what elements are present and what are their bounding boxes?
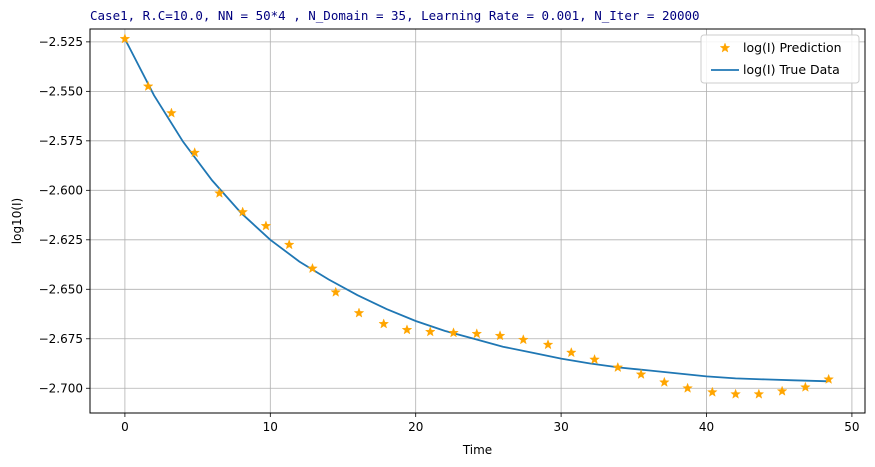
prediction-point <box>330 286 342 297</box>
prediction-point <box>448 327 459 338</box>
x-tick-label: 50 <box>844 420 859 434</box>
prediction-point <box>542 339 554 350</box>
prediction-point <box>823 373 834 384</box>
prediction-point <box>237 206 248 217</box>
y-tick-label: −2.625 <box>39 233 83 247</box>
grid-lines <box>90 29 865 413</box>
legend-star-icon <box>719 42 731 53</box>
x-axis-label: Time <box>462 443 492 457</box>
y-tick-label: −2.700 <box>39 381 83 395</box>
prediction-point <box>800 381 811 392</box>
prediction-point <box>589 353 600 365</box>
prediction-point <box>518 334 529 345</box>
plot-frame <box>89 28 866 414</box>
prediction-point <box>378 318 390 329</box>
y-axis-label: log10(I) <box>10 198 24 244</box>
y-tick-label: −2.575 <box>39 134 83 148</box>
prediction-point <box>424 326 436 337</box>
prediction-markers-layer <box>119 33 834 399</box>
y-tick-label: −2.675 <box>39 332 83 346</box>
prediction-point <box>494 330 506 341</box>
y-tick-label: −2.550 <box>39 84 83 98</box>
prediction-point <box>119 33 131 44</box>
legend-label-prediction: log(I) Prediction <box>743 40 842 55</box>
prediction-point <box>707 386 718 397</box>
prediction-point <box>471 328 483 339</box>
y-tick-label: −2.525 <box>39 35 83 49</box>
chart-title: Case1, R.C=10.0, NN = 50*4 , N_Domain = … <box>90 8 700 23</box>
prediction-point <box>776 385 788 396</box>
prediction-point <box>142 80 154 91</box>
legend-box <box>700 34 860 84</box>
prediction-point <box>682 382 693 393</box>
x-tick-label: 30 <box>553 420 568 434</box>
prediction-point <box>166 107 177 118</box>
y-tick-label: −2.600 <box>39 183 83 197</box>
prediction-point <box>612 361 624 372</box>
prediction-point <box>730 388 741 399</box>
axis-ticks: 0 10 20 30 40 50 −2.525 −2.550 −2.575 −2.600 −2.62… <box>39 35 860 434</box>
prediction-point <box>214 187 225 198</box>
x-tick-label: 20 <box>408 420 423 434</box>
legend-label-true-data: log(I) True Data <box>743 62 840 77</box>
prediction-point <box>565 347 577 358</box>
prediction-point <box>307 262 318 274</box>
legend: log(I) Prediction log(I) True Data <box>700 34 860 84</box>
x-tick-label: 0 <box>121 420 129 434</box>
prediction-point <box>753 388 765 399</box>
prediction-point <box>635 368 647 379</box>
prediction-point <box>189 147 200 158</box>
x-tick-label: 40 <box>699 420 714 434</box>
x-tick-label: 10 <box>263 420 278 434</box>
prediction-point <box>260 220 272 231</box>
prediction-point <box>353 307 365 318</box>
y-tick-label: −2.650 <box>39 282 83 296</box>
prediction-point <box>401 324 413 335</box>
prediction-point <box>659 376 670 387</box>
prediction-point <box>283 239 295 250</box>
